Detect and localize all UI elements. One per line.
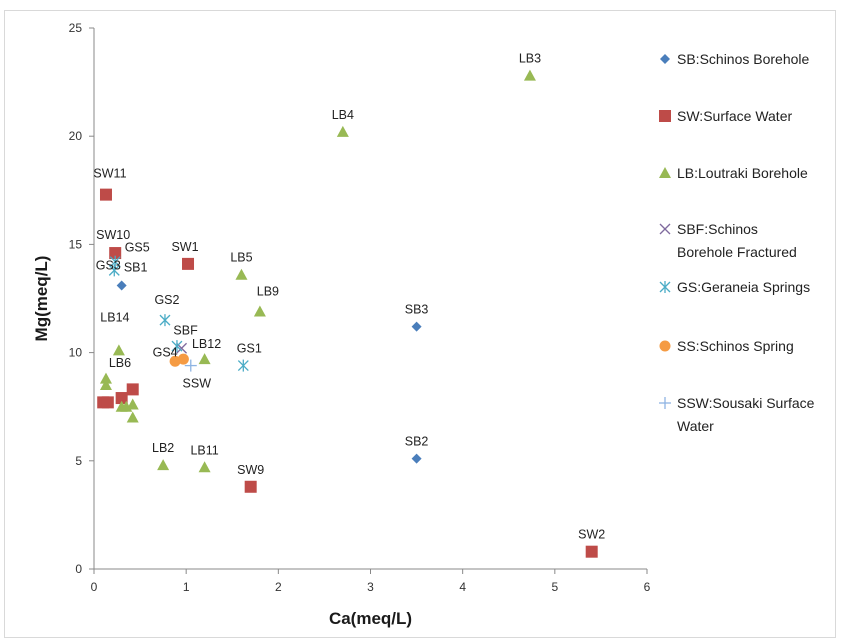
y-tick-label: 10 xyxy=(69,346,83,360)
legend-label: GS:Geraneia Springs xyxy=(677,279,810,295)
data-point xyxy=(253,305,266,317)
data-point xyxy=(244,480,257,493)
legend-marker xyxy=(660,54,670,64)
data-point xyxy=(235,268,248,280)
data-label: LB5 xyxy=(230,251,252,265)
data-point xyxy=(112,344,125,356)
y-tick-label: 25 xyxy=(69,21,83,35)
data-label: LB11 xyxy=(190,443,218,457)
data-label: SW9 xyxy=(237,463,264,477)
data-point xyxy=(411,453,422,464)
x-tick-label: 6 xyxy=(644,580,651,594)
data-label: GS3 xyxy=(96,258,121,272)
data-label: LB6 xyxy=(109,356,131,370)
y-axis-ticks: 0 5 10 15 20 25 xyxy=(69,21,94,576)
data-label: SW11 xyxy=(93,167,126,181)
data-point xyxy=(184,359,197,372)
x-tick-label: 3 xyxy=(367,580,374,594)
data-label: SB1 xyxy=(124,261,148,275)
legend-label: LB:Loutraki Borehole xyxy=(677,165,808,181)
data-point xyxy=(171,340,183,353)
data-point xyxy=(585,545,598,558)
legend-label: SS:Schinos Spring xyxy=(677,338,794,354)
data-label: SB2 xyxy=(405,435,429,449)
data-label: GS1 xyxy=(237,342,262,356)
data-point xyxy=(237,359,249,372)
y-tick-label: 20 xyxy=(69,129,83,143)
data-point xyxy=(99,188,112,201)
data-label: GS2 xyxy=(154,293,179,307)
data-label: SB3 xyxy=(405,303,429,317)
y-axis-title: Mg(meq/L) xyxy=(32,256,51,342)
x-axis-ticks: 0 1 2 3 4 5 6 xyxy=(91,569,651,594)
data-point xyxy=(101,396,114,409)
legend-marker xyxy=(659,223,671,235)
y-tick-label: 15 xyxy=(69,237,83,251)
data-point xyxy=(108,264,120,277)
data-label: SW1 xyxy=(171,240,198,254)
data-label: LB9 xyxy=(257,284,279,298)
data-point xyxy=(109,247,122,260)
data-points xyxy=(97,69,598,558)
data-point xyxy=(126,411,139,423)
legend-marker xyxy=(659,110,671,122)
x-axis-title: Ca(meq/L) xyxy=(329,609,412,628)
data-point xyxy=(126,398,139,410)
data-point xyxy=(99,379,112,391)
legend-marker xyxy=(659,167,671,178)
x-tick-label: 5 xyxy=(551,580,558,594)
data-point xyxy=(198,461,211,473)
legend-label: SBF:Schinos xyxy=(677,221,758,237)
data-point xyxy=(177,353,189,365)
data-point xyxy=(336,125,349,137)
data-point xyxy=(159,314,171,327)
data-point xyxy=(126,383,139,396)
chart-frame: 0 1 2 3 4 5 6 0 5 10 15 20 25 Ca(meq/L) Mg(meq/L) S… xyxy=(4,10,836,638)
data-label: SSW xyxy=(183,377,212,391)
data-label: GS5 xyxy=(125,241,150,255)
data-label: LB2 xyxy=(152,441,174,455)
x-tick-label: 1 xyxy=(183,580,190,594)
data-point xyxy=(99,372,112,384)
point-labels: SB1 SB3 SB2 SW11 SW10 SW1 SW9 SW2 LB3 LB4 LB5 LB9 LB… xyxy=(93,52,605,542)
legend-label: SW:Surface Water xyxy=(677,108,792,124)
data-point xyxy=(198,353,211,365)
data-point xyxy=(523,69,536,81)
legend-marker xyxy=(659,397,671,409)
data-label: SBF xyxy=(173,323,198,337)
legend-label: Borehole Fractured xyxy=(677,244,797,260)
data-point xyxy=(182,257,195,270)
data-label: GS4 xyxy=(153,345,178,359)
x-tick-label: 4 xyxy=(459,580,466,594)
data-point xyxy=(115,392,128,405)
data-point xyxy=(157,459,170,471)
data-label: LB4 xyxy=(332,108,354,122)
legend-label: SB:Schinos Borehole xyxy=(677,51,810,67)
legend-marker xyxy=(659,340,671,352)
data-point xyxy=(109,255,121,268)
data-label: LB14 xyxy=(100,310,129,324)
data-label: SW2 xyxy=(578,528,605,542)
y-tick-label: 0 xyxy=(75,562,82,576)
data-point xyxy=(411,321,422,332)
data-point xyxy=(116,280,127,291)
legend-marker xyxy=(659,281,671,293)
legend-label: SSW:Sousaki Surface xyxy=(677,395,815,411)
data-label: SW10 xyxy=(96,228,130,242)
x-tick-label: 0 xyxy=(91,580,98,594)
x-tick-label: 2 xyxy=(275,580,282,594)
legend-label: Water xyxy=(677,418,714,434)
data-point xyxy=(169,355,181,367)
y-tick-label: 5 xyxy=(75,454,82,468)
legend: SB:Schinos Borehole SW:Surface Water LB:Lo… xyxy=(659,51,815,434)
data-label: LB12 xyxy=(192,337,221,351)
data-label: LB3 xyxy=(519,52,541,66)
scatter-chart: 0 1 2 3 4 5 6 0 5 10 15 20 25 Ca(meq/L) Mg(meq/L) S… xyxy=(32,21,815,628)
